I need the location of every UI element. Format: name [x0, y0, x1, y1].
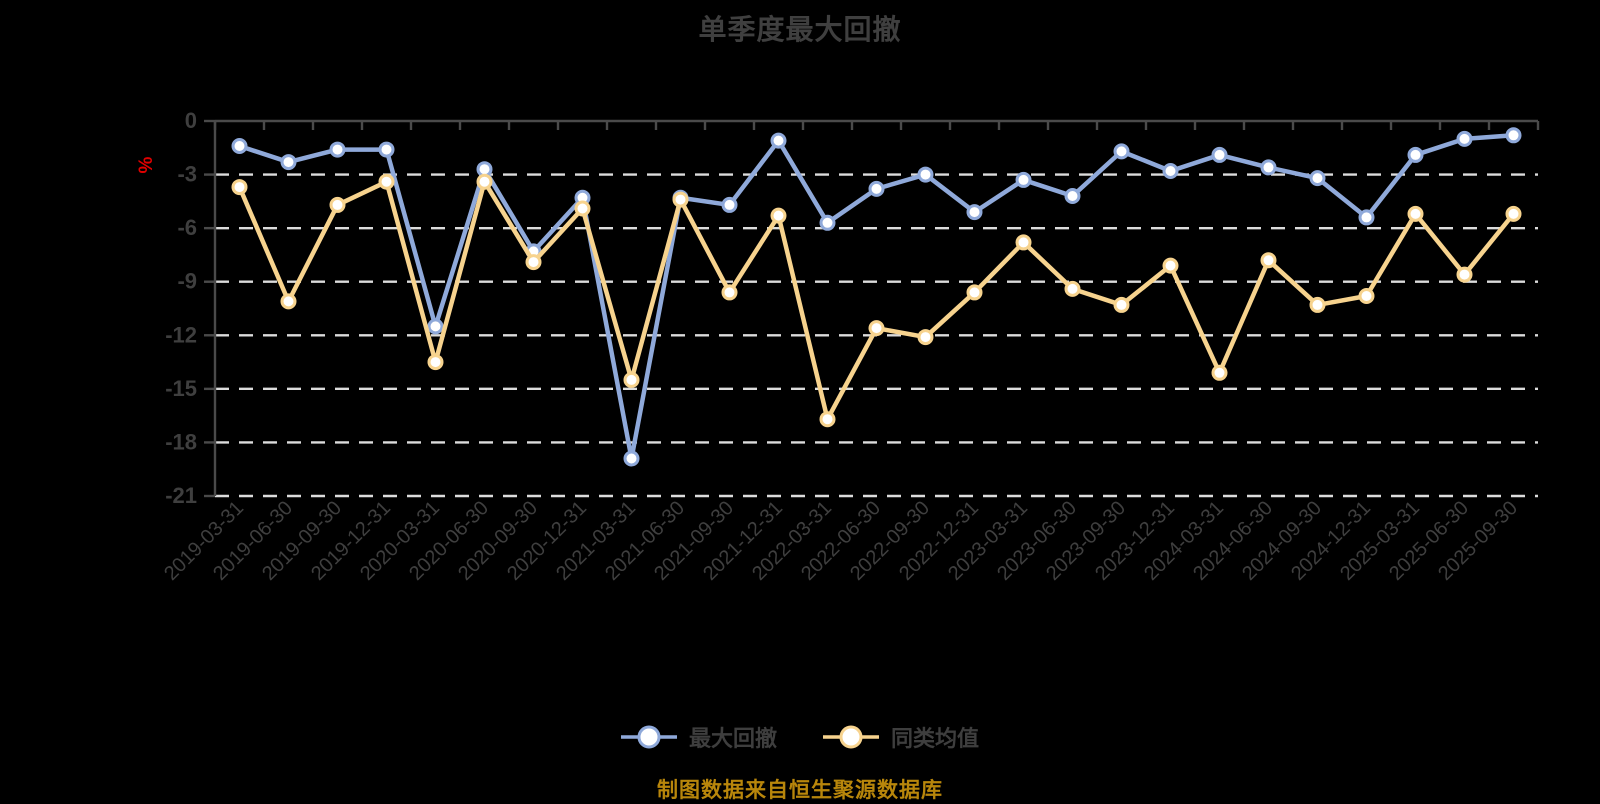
- data-point-marker: [1358, 209, 1375, 226]
- data-point-marker: [329, 196, 346, 213]
- data-point-marker: [329, 141, 346, 158]
- y-axis-label: -9: [177, 269, 197, 294]
- series-max-drawdown: [231, 127, 1522, 467]
- data-point-marker: [427, 354, 444, 371]
- legend-item-max-drawdown[interactable]: 最大回撤: [620, 721, 777, 753]
- data-point-marker: [280, 293, 297, 310]
- legend-item-category-average[interactable]: 同类均值: [823, 721, 979, 753]
- data-point-marker: [770, 207, 787, 224]
- data-point-marker: [966, 204, 983, 221]
- data-point-marker: [1211, 146, 1228, 163]
- data-point-marker: [231, 179, 248, 196]
- data-point-marker: [623, 371, 640, 388]
- data-point-marker: [574, 200, 591, 217]
- data-point-marker: [1309, 296, 1326, 313]
- data-point-marker: [1358, 288, 1375, 304]
- data-point-marker: [378, 141, 395, 158]
- data-point-marker: [378, 173, 395, 190]
- y-axis-label: -18: [165, 429, 197, 454]
- y-axis-label: -21: [165, 483, 197, 508]
- data-point-marker: [868, 320, 885, 337]
- y-axis-label: 0: [185, 108, 197, 133]
- data-point-marker: [1015, 171, 1032, 188]
- y-axis-label: -15: [165, 376, 197, 401]
- y-axis-label: -12: [165, 322, 197, 347]
- data-point-marker: [770, 132, 787, 149]
- data-point-marker: [1064, 188, 1081, 204]
- data-point-marker: [1015, 234, 1032, 251]
- data-point-marker: [525, 254, 542, 271]
- legend-item-label: 最大回撤: [688, 726, 777, 751]
- data-point-marker: [1211, 364, 1228, 381]
- data-point-marker: [1162, 257, 1179, 274]
- data-point-marker: [672, 191, 689, 208]
- data-point-marker: [1113, 296, 1130, 313]
- data-source-caption: 制图数据来自恒生聚源数据库: [657, 779, 943, 802]
- data-point-marker: [623, 450, 640, 467]
- legend-marker-icon: [620, 725, 677, 749]
- y-axis-label: -3: [177, 162, 197, 187]
- data-point-marker: [1407, 205, 1424, 222]
- legend-item-label: 同类均值: [891, 726, 980, 751]
- data-point-marker: [819, 411, 836, 428]
- data-point-marker: [819, 214, 836, 231]
- data-point-marker: [1113, 143, 1130, 160]
- data-point-marker: [1456, 130, 1473, 147]
- chart-legend: 最大回撤 同类均值: [0, 714, 1600, 760]
- data-point-marker: [1505, 127, 1522, 144]
- data-point-marker: [1505, 205, 1522, 222]
- data-point-marker: [1162, 163, 1179, 179]
- data-point-marker: [1064, 280, 1081, 297]
- data-point-marker: [476, 173, 493, 190]
- chart-title: 单季度最大回撤: [698, 14, 902, 45]
- data-point-marker: [1407, 146, 1424, 163]
- data-point-marker: [917, 329, 934, 346]
- data-point-marker: [868, 180, 885, 197]
- data-point-marker: [1456, 266, 1473, 283]
- data-point-marker: [427, 318, 444, 335]
- data-point-marker: [721, 196, 738, 213]
- y-axis-unit-label: %: [136, 156, 157, 173]
- legend-marker-icon: [823, 725, 879, 749]
- data-point-marker: [917, 166, 934, 183]
- y-axis-label: -6: [177, 215, 197, 240]
- data-point-marker: [231, 138, 248, 154]
- data-point-marker: [280, 154, 297, 171]
- data-point-marker: [1260, 159, 1277, 176]
- series-category-average: [231, 173, 1522, 428]
- data-point-marker: [1260, 252, 1277, 269]
- data-point-marker: [1309, 170, 1326, 187]
- data-point-marker: [721, 284, 738, 301]
- data-point-marker: [966, 284, 983, 301]
